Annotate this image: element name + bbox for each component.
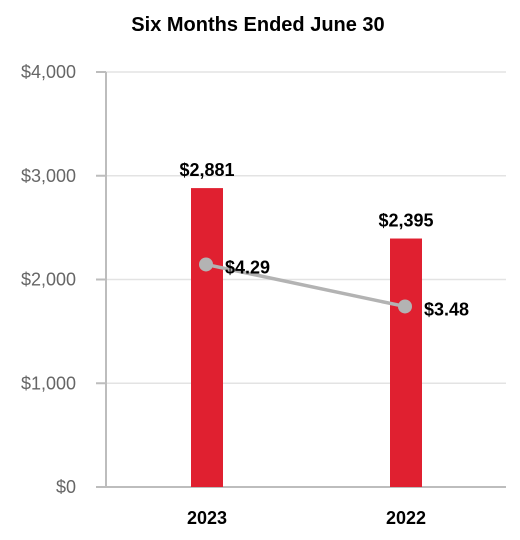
y-tick-label: $1,000 xyxy=(21,373,76,393)
line-point xyxy=(398,299,412,314)
line-point xyxy=(199,257,213,272)
bar-value-label: $2,395 xyxy=(378,211,433,231)
x-tick-label: 2022 xyxy=(386,508,426,528)
y-tick-label: $4,000 xyxy=(21,62,76,82)
y-tick-label: $2,000 xyxy=(21,270,76,290)
line-point-label: $3.48 xyxy=(424,299,469,319)
line-path xyxy=(205,262,406,309)
bar-2023 xyxy=(191,188,223,487)
line-point-label: $4.29 xyxy=(225,257,270,277)
y-tick-label: $0 xyxy=(56,477,76,497)
axes xyxy=(96,71,506,488)
chart-title: Six Months Ended June 30 xyxy=(131,14,384,36)
gridlines xyxy=(106,71,506,384)
x-tick-label: 2023 xyxy=(187,508,227,528)
line-series xyxy=(199,257,412,314)
y-tick-label: $3,000 xyxy=(21,166,76,186)
labels: $0 $1,000 $2,000 $3,000 $4,000 $2,881 2023 $2,3… xyxy=(21,62,469,528)
bar-series xyxy=(191,188,422,487)
bar-2022 xyxy=(390,238,422,487)
bar-value-label: $2,881 xyxy=(179,160,234,180)
